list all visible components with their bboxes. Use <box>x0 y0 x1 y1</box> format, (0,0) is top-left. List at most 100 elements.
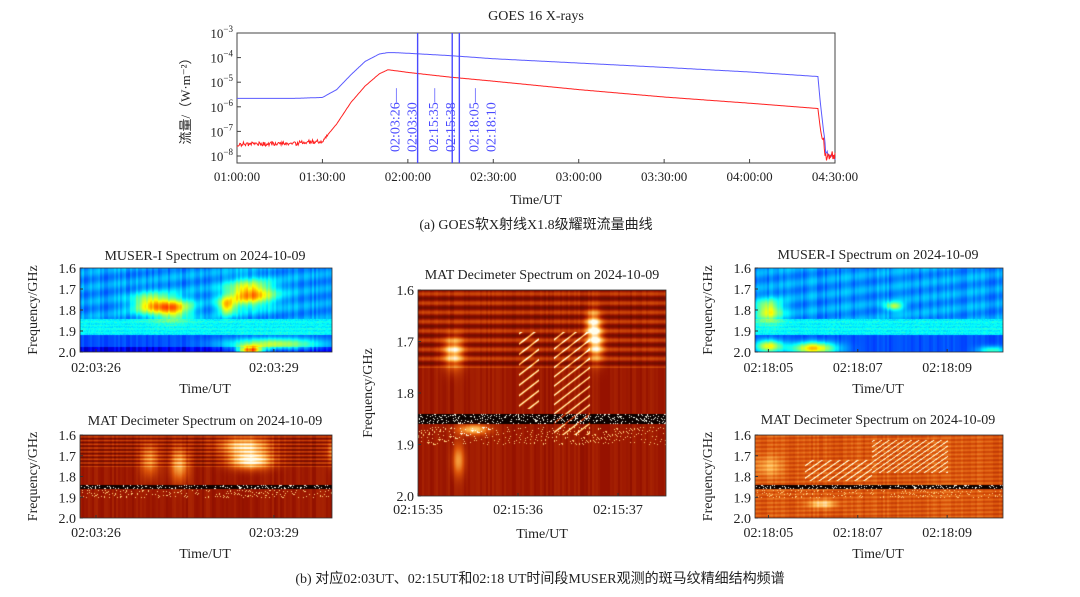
goes-ytick-exp: −3 <box>223 24 233 34</box>
goes-ytick-exp: −4 <box>223 49 233 59</box>
spectrogram-frame <box>754 434 1004 519</box>
spectrogram-xtick-label: 02:18:05 <box>744 526 794 541</box>
spectrogram-ytick-label: 1.7 <box>734 450 752 465</box>
spectrogram-ytick-label: 1.8 <box>59 471 77 486</box>
spectrogram-frame <box>79 434 333 519</box>
goes-series-0 <box>237 52 836 161</box>
time-marker-label: 02:03:26— <box>389 87 404 152</box>
spectrogram-xtick-label: 02:18:07 <box>833 526 883 541</box>
goes-ytick-exp: −8 <box>223 147 233 157</box>
spectrogram-xlabel: Time/UT <box>852 382 904 397</box>
time-marker-label: 02:15:35— <box>427 87 442 152</box>
spectrogram-frame <box>417 289 667 497</box>
spectrogram-3 <box>418 290 666 496</box>
spectrogram-ytick-label: 2.0 <box>59 512 77 527</box>
spectrogram-5 <box>755 435 1003 518</box>
goes-ytick-label: 10−7 <box>210 122 233 139</box>
spectrogram-xtick-label: 02:03:29 <box>249 526 299 541</box>
goes-ytick-base: 10 <box>210 26 223 41</box>
spectrogram-xtick-label: 02:18:07 <box>833 361 883 376</box>
spectrogram-ytick-label: 1.6 <box>397 284 415 299</box>
time-marker-label: 02:18:10 <box>484 102 499 152</box>
goes-xtick-label: 02:00:00 <box>385 169 431 184</box>
goes-ytick-label: 10−8 <box>210 147 233 164</box>
goes-ytick-exp: −7 <box>223 122 233 132</box>
goes-ytick-base: 10 <box>210 100 223 115</box>
goes-ylabel: 流量/（W·m⁻²） <box>178 51 193 144</box>
spectrogram-title: MAT Decimeter Spectrum on 2024-10-09 <box>88 414 323 429</box>
goes-ytick-base: 10 <box>210 149 223 164</box>
spectrogram-ytick-label: 2.0 <box>397 490 415 505</box>
spectrogram-xtick-label: 02:03:26 <box>71 361 121 376</box>
goes-series-1 <box>236 69 836 161</box>
time-marker-label: 02:03:30 <box>406 102 421 152</box>
spectrogram-title: MUSER-I Spectrum on 2024-10-09 <box>777 248 978 263</box>
time-marker-label: 02:15:38 <box>444 102 459 152</box>
goes-ytick-base: 10 <box>210 124 223 139</box>
spectrogram-xlabel: Time/UT <box>179 382 231 397</box>
goes-ytick-label: 10−4 <box>210 49 233 66</box>
spectrogram-frame <box>79 267 333 353</box>
goes-ytick-exp: −5 <box>223 73 233 83</box>
spectrogram-ytick-label: 1.6 <box>734 429 752 444</box>
spectrogram-ytick-label: 1.9 <box>59 491 77 506</box>
spectrogram-ytick-label: 1.8 <box>59 304 77 319</box>
spectrogram-xlabel: Time/UT <box>516 527 568 542</box>
goes-ytick-label: 10−6 <box>210 98 233 115</box>
spectrogram-xtick-label: 02:15:35 <box>393 503 443 518</box>
spectrogram-frame <box>754 267 1004 353</box>
spectrogram-ytick-label: 1.8 <box>734 471 752 486</box>
spectrogram-1 <box>80 268 332 352</box>
spectrogram-xtick-label: 02:15:37 <box>593 503 643 518</box>
spectrogram-ylabel: Frequency/GHz <box>701 265 716 354</box>
spectrogram-ytick-label: 1.9 <box>59 325 77 340</box>
spectrogram-title: MUSER-I Spectrum on 2024-10-09 <box>104 249 305 264</box>
spectrogram-ytick-label: 1.8 <box>397 387 415 402</box>
spectrogram-ytick-label: 1.7 <box>734 283 752 298</box>
spectrogram-ylabel: Frequency/GHz <box>361 348 376 437</box>
spectrogram-ytick-label: 1.8 <box>734 304 752 319</box>
spectrogram-2 <box>80 435 332 518</box>
spectrogram-xtick-label: 02:18:09 <box>922 361 972 376</box>
spectrogram-ytick-label: 2.0 <box>59 346 77 361</box>
spectrogram-4 <box>755 268 1003 352</box>
spectrogram-ytick-label: 2.0 <box>734 512 752 527</box>
spectrogram-xtick-label: 02:18:05 <box>744 361 794 376</box>
goes-ytick-label: 10−5 <box>210 73 233 90</box>
spectrogram-xtick-label: 02:03:29 <box>249 361 299 376</box>
spectrogram-xtick-label: 02:03:26 <box>71 526 121 541</box>
goes-ytick-exp: −6 <box>223 98 233 108</box>
spectrogram-ylabel: Frequency/GHz <box>26 265 41 354</box>
spectrogram-title: MAT Decimeter Spectrum on 2024-10-09 <box>425 268 660 283</box>
goes-xlabel: Time/UT <box>510 193 562 208</box>
spectrogram-ylabel: Frequency/GHz <box>26 432 41 521</box>
goes-xtick-label: 01:00:00 <box>214 169 260 184</box>
spectrogram-ytick-label: 1.7 <box>397 336 415 351</box>
goes-xtick-label: 03:00:00 <box>556 169 602 184</box>
goes-xtick-label: 03:30:00 <box>641 169 687 184</box>
spectrogram-ytick-label: 1.9 <box>734 325 752 340</box>
spectrogram-ytick-label: 2.0 <box>734 346 752 361</box>
spectrogram-ytick-label: 1.9 <box>397 439 415 454</box>
goes-plot-frame <box>236 32 836 164</box>
spectrogram-title: MAT Decimeter Spectrum on 2024-10-09 <box>761 413 996 428</box>
goes-xtick-label: 01:30:00 <box>299 169 345 184</box>
spectrogram-xtick-label: 02:15:36 <box>493 503 543 518</box>
spectrogram-xtick-label: 02:18:09 <box>922 526 972 541</box>
goes-xtick-label: 04:00:00 <box>726 169 772 184</box>
caption-a: (a) GOES软X射线X1.8级耀斑流量曲线 <box>419 217 652 233</box>
time-marker-label: 02:18:05— <box>467 87 482 152</box>
spectrogram-ytick-label: 1.7 <box>59 283 77 298</box>
goes-ytick-base: 10 <box>210 75 223 90</box>
spectrogram-xlabel: Time/UT <box>852 547 904 562</box>
spectrogram-ytick-label: 1.6 <box>734 262 752 277</box>
goes-ytick-label: 10−3 <box>210 24 233 41</box>
spectrogram-ylabel: Frequency/GHz <box>701 432 716 521</box>
spectrogram-ytick-label: 1.7 <box>59 450 77 465</box>
goes-xtick-label: 04:30:00 <box>812 169 858 184</box>
spectrogram-ytick-label: 1.9 <box>734 491 752 506</box>
spectrogram-xlabel: Time/UT <box>179 547 231 562</box>
goes-ytick-base: 10 <box>210 51 223 66</box>
